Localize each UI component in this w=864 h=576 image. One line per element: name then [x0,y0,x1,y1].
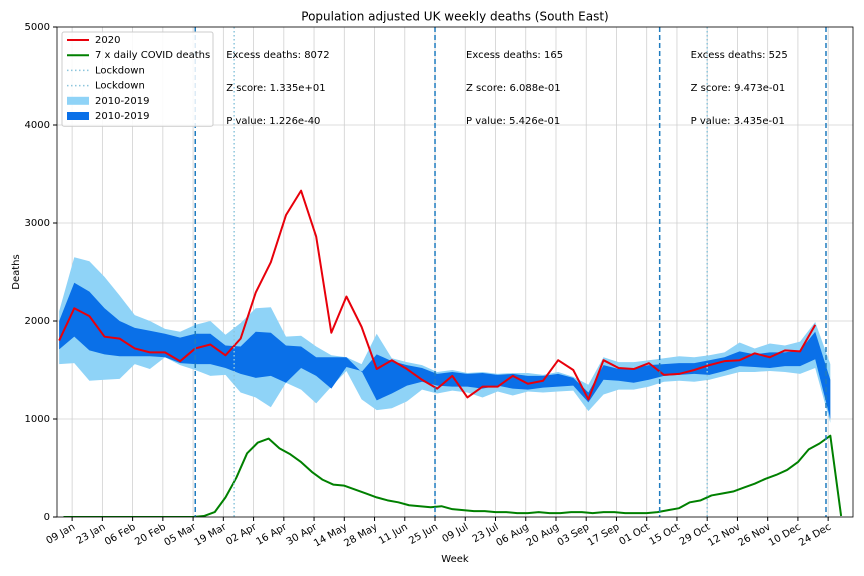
y-tick-label: 1000 [25,414,50,425]
legend-label: 7 x daily COVID deaths [95,50,210,61]
annotation: Z score: 6.088e-01 [466,83,561,94]
legend-label: Lockdown [95,81,145,92]
y-axis-label: Deaths [11,254,22,289]
legend-label: 2020 [95,35,120,46]
legend-swatch [67,96,89,105]
chart-title: Population adjusted UK weekly deaths (So… [301,10,608,24]
y-tick-label: 3000 [25,218,50,229]
y-tick-label: 2000 [25,316,50,327]
legend-label: Lockdown [95,65,145,76]
annotation: Excess deaths: 165 [466,50,563,61]
y-tick-label: 5000 [25,22,50,33]
annotation: Z score: 9.473e-01 [691,83,786,94]
line [63,434,843,517]
legend-swatch [67,112,89,120]
plot-frame [56,26,854,518]
legend: 2020 7 x daily COVID deaths Lockdown Lockdo… [61,31,214,127]
legend-box [61,31,214,127]
line [58,189,817,401]
annotation: Z score: 1.335e+01 [226,83,325,94]
band [59,282,831,419]
x-axis-label: Week [441,554,469,565]
y-tick-label: 0 [44,512,50,523]
annotation: P value: 3.435e-01 [691,116,785,127]
annotation: P value: 5.426e-01 [466,116,560,127]
annotation: Excess deaths: 525 [691,50,788,61]
y-tick-label: 4000 [25,120,50,131]
plot-area [58,27,843,517]
annotation: P value: 1.226e-40 [226,116,320,127]
legend-label: 2010-2019 [95,111,150,122]
legend-label: 2010-2019 [95,96,150,107]
annotation: Excess deaths: 8072 [226,50,329,61]
